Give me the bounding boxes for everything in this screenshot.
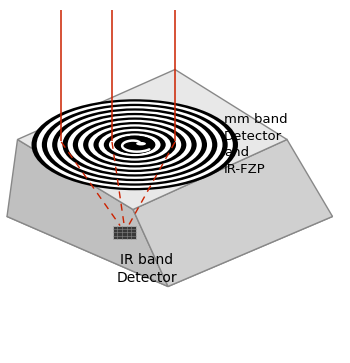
Ellipse shape — [68, 115, 202, 174]
Ellipse shape — [42, 104, 228, 186]
Ellipse shape — [73, 118, 197, 172]
Ellipse shape — [83, 122, 186, 167]
Ellipse shape — [57, 111, 212, 179]
Ellipse shape — [32, 99, 238, 190]
Ellipse shape — [47, 106, 223, 183]
Ellipse shape — [99, 129, 171, 161]
Ellipse shape — [136, 142, 146, 146]
Ellipse shape — [88, 124, 181, 165]
Ellipse shape — [52, 108, 217, 181]
Ellipse shape — [93, 127, 176, 163]
Ellipse shape — [114, 136, 155, 154]
Ellipse shape — [125, 140, 145, 149]
Polygon shape — [113, 225, 135, 239]
Polygon shape — [7, 147, 332, 286]
Ellipse shape — [104, 131, 166, 158]
Ellipse shape — [109, 133, 161, 156]
Ellipse shape — [119, 138, 150, 152]
Text: IR band
Detector: IR band Detector — [117, 253, 177, 285]
Ellipse shape — [130, 142, 140, 147]
Polygon shape — [133, 139, 332, 286]
Polygon shape — [18, 69, 287, 209]
Text: mm band
Detector
and
IR-FZP: mm band Detector and IR-FZP — [224, 113, 288, 176]
Ellipse shape — [37, 102, 233, 188]
Polygon shape — [7, 139, 168, 286]
Ellipse shape — [114, 136, 155, 154]
Ellipse shape — [63, 113, 207, 177]
Ellipse shape — [78, 120, 191, 170]
